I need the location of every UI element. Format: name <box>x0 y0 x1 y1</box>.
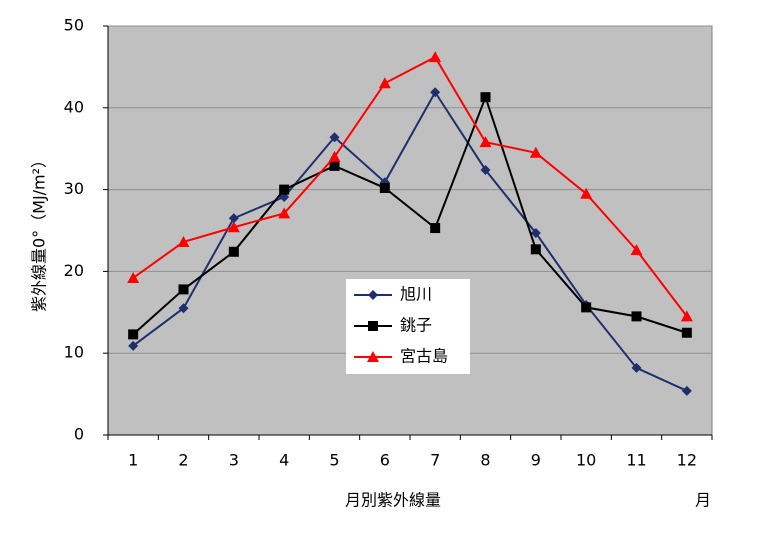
series-line <box>132 94 688 336</box>
y-tick-label: 20 <box>64 261 84 280</box>
x-tick-label: 3 <box>229 451 239 470</box>
x-tick-label: 6 <box>380 451 390 470</box>
marker <box>480 92 491 103</box>
marker <box>631 311 642 322</box>
x-tick-label: 8 <box>480 451 490 470</box>
y-tick-label: 40 <box>64 97 84 116</box>
x-tick-label: 5 <box>329 451 339 470</box>
x-tick-label: 12 <box>677 451 697 470</box>
marker <box>128 340 139 351</box>
marker <box>479 136 492 148</box>
marker <box>178 303 189 314</box>
marker <box>429 51 442 63</box>
marker <box>430 223 441 234</box>
marker <box>329 160 340 171</box>
x-tick-label: 11 <box>626 451 646 470</box>
legend-label: 宮古島 <box>400 347 448 366</box>
y-tick-label: 0 <box>74 425 84 444</box>
marker <box>368 321 378 331</box>
marker <box>581 302 592 313</box>
y-axis-title: 紫外線量0°（MJ/m²） <box>30 152 49 312</box>
x-axis-unit: 月 <box>695 491 711 510</box>
marker <box>378 77 391 89</box>
marker <box>328 150 341 162</box>
marker <box>681 385 692 396</box>
y-tick-label: 10 <box>64 343 84 362</box>
marker <box>228 246 239 257</box>
marker <box>379 182 390 193</box>
marker <box>631 362 642 373</box>
marker <box>278 207 291 219</box>
marker <box>530 227 541 238</box>
series-line <box>132 55 688 317</box>
series-line <box>132 90 688 392</box>
x-tick-label: 9 <box>531 451 541 470</box>
marker <box>430 87 441 98</box>
marker <box>630 244 643 256</box>
marker <box>530 244 541 255</box>
marker <box>178 284 189 295</box>
x-tick-label: 7 <box>430 451 440 470</box>
marker <box>227 221 240 233</box>
marker <box>681 327 692 338</box>
y-tick-label: 30 <box>64 179 84 198</box>
x-tick-label: 10 <box>576 451 596 470</box>
marker <box>480 164 491 175</box>
marker <box>329 132 340 143</box>
x-axis-title: 月別紫外線量 <box>345 491 441 510</box>
marker <box>127 271 140 283</box>
legend-label: 旭川 <box>400 285 432 304</box>
marker <box>228 213 239 224</box>
x-tick-label: 1 <box>128 451 138 470</box>
marker <box>367 351 379 362</box>
marker <box>680 310 693 322</box>
marker <box>529 146 542 158</box>
x-tick-label: 2 <box>178 451 188 470</box>
x-tick-label: 4 <box>279 451 289 470</box>
marker <box>128 329 139 340</box>
legend-label: 銚子 <box>400 316 432 335</box>
marker <box>368 290 378 300</box>
marker <box>580 187 593 199</box>
y-tick-label: 50 <box>64 16 84 35</box>
marker <box>279 184 290 195</box>
marker <box>177 235 190 247</box>
